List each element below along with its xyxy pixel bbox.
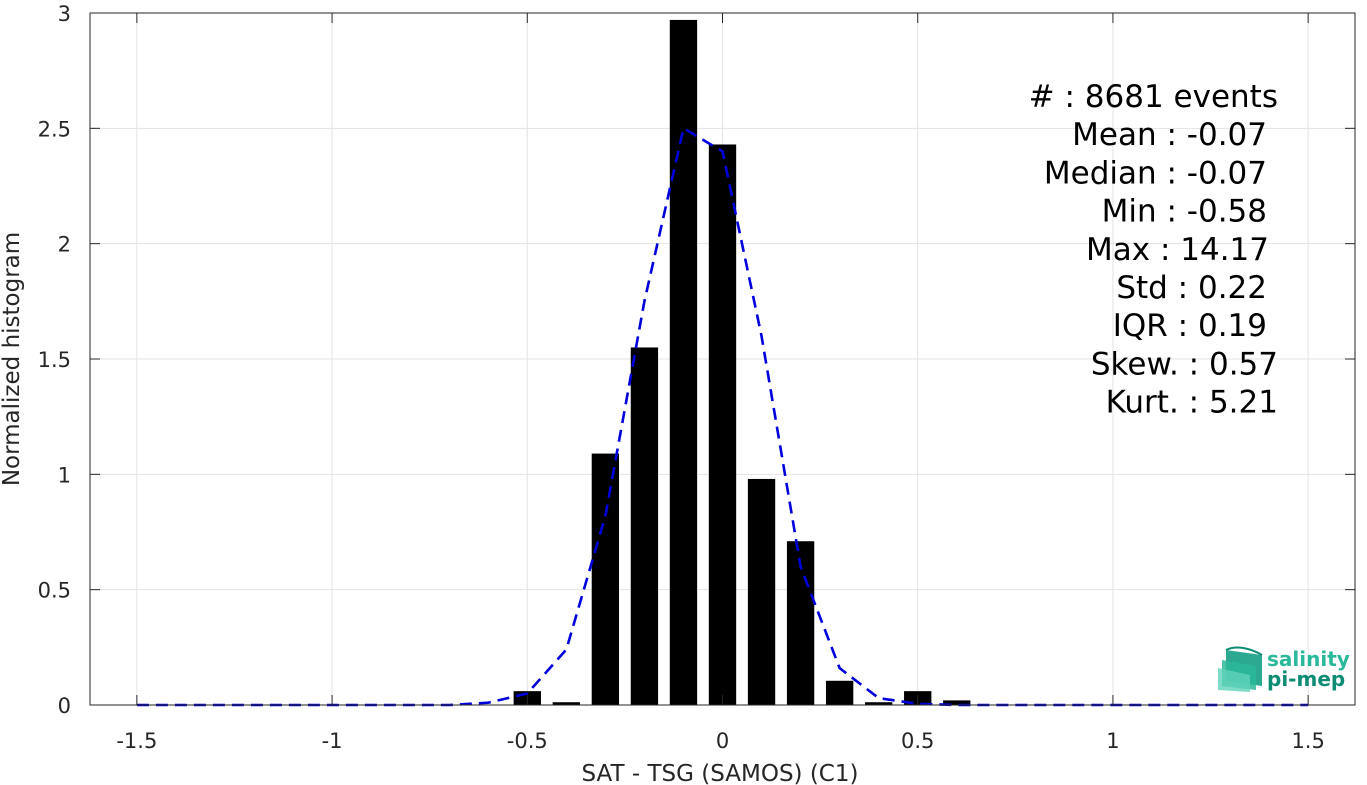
y-tick-label: 2.5 [38,117,71,141]
x-tick-label: 1 [1106,729,1119,753]
histogram-bar [943,700,971,705]
logo-text-pi-mep: pi-mep [1267,667,1345,691]
axes [89,12,1356,706]
logo-icon [1218,646,1263,692]
histogram-bar [591,453,620,705]
x-tick-label: 0.5 [901,729,934,753]
x-tick-labels: -1.5 -1 -0.5 0 0.5 1 1.5 [116,729,1324,753]
y-tick-label: 1 [58,463,71,487]
histogram-bar [865,702,893,705]
stat-line: # : 8681 events [1029,79,1278,115]
histogram-bar [708,144,737,706]
stat-line: Std : 0.22 [1116,270,1267,306]
y-axis-label: Normalized histogram [0,232,25,486]
histogram-bar [552,702,580,705]
histogram-bar [669,19,698,706]
stat-line: Skew. : 0.57 [1091,346,1278,382]
logo-text-salinity: salinity [1267,647,1350,671]
stat-line: IQR : 0.19 [1113,308,1267,344]
histogram-bar [747,478,776,705]
x-tick-label: 0 [716,729,729,753]
stat-line: Mean : -0.07 [1072,117,1267,153]
x-tick-label: -1.5 [116,729,157,753]
stat-line: Max : 14.17 [1086,232,1269,268]
stat-line: Median : -0.07 [1044,155,1267,191]
y-tick-label: 0.5 [38,579,71,603]
y-tick-label: 2 [58,233,71,257]
histogram-bar [825,680,854,705]
y-tick-label: 0 [58,694,71,718]
histogram-bar [630,347,659,705]
histogram-bars [513,19,971,706]
y-tick-label: 3 [58,2,71,26]
x-tick-label: 1.5 [1291,729,1324,753]
stat-line: Min : -0.58 [1102,194,1267,230]
y-tick-labels: 0 0.5 1 1.5 2 2.5 3 [38,2,71,718]
x-tick-label: -0.5 [507,729,548,753]
x-tick-label: -1 [322,729,343,753]
x-axis-label: SAT - TSG (SAMOS) (C1) [582,761,859,785]
salinity-pi-mep-logo: salinity pi-mep [1218,646,1350,692]
y-tick-label: 1.5 [38,348,71,372]
stat-line: Kurt. : 5.21 [1106,385,1278,421]
